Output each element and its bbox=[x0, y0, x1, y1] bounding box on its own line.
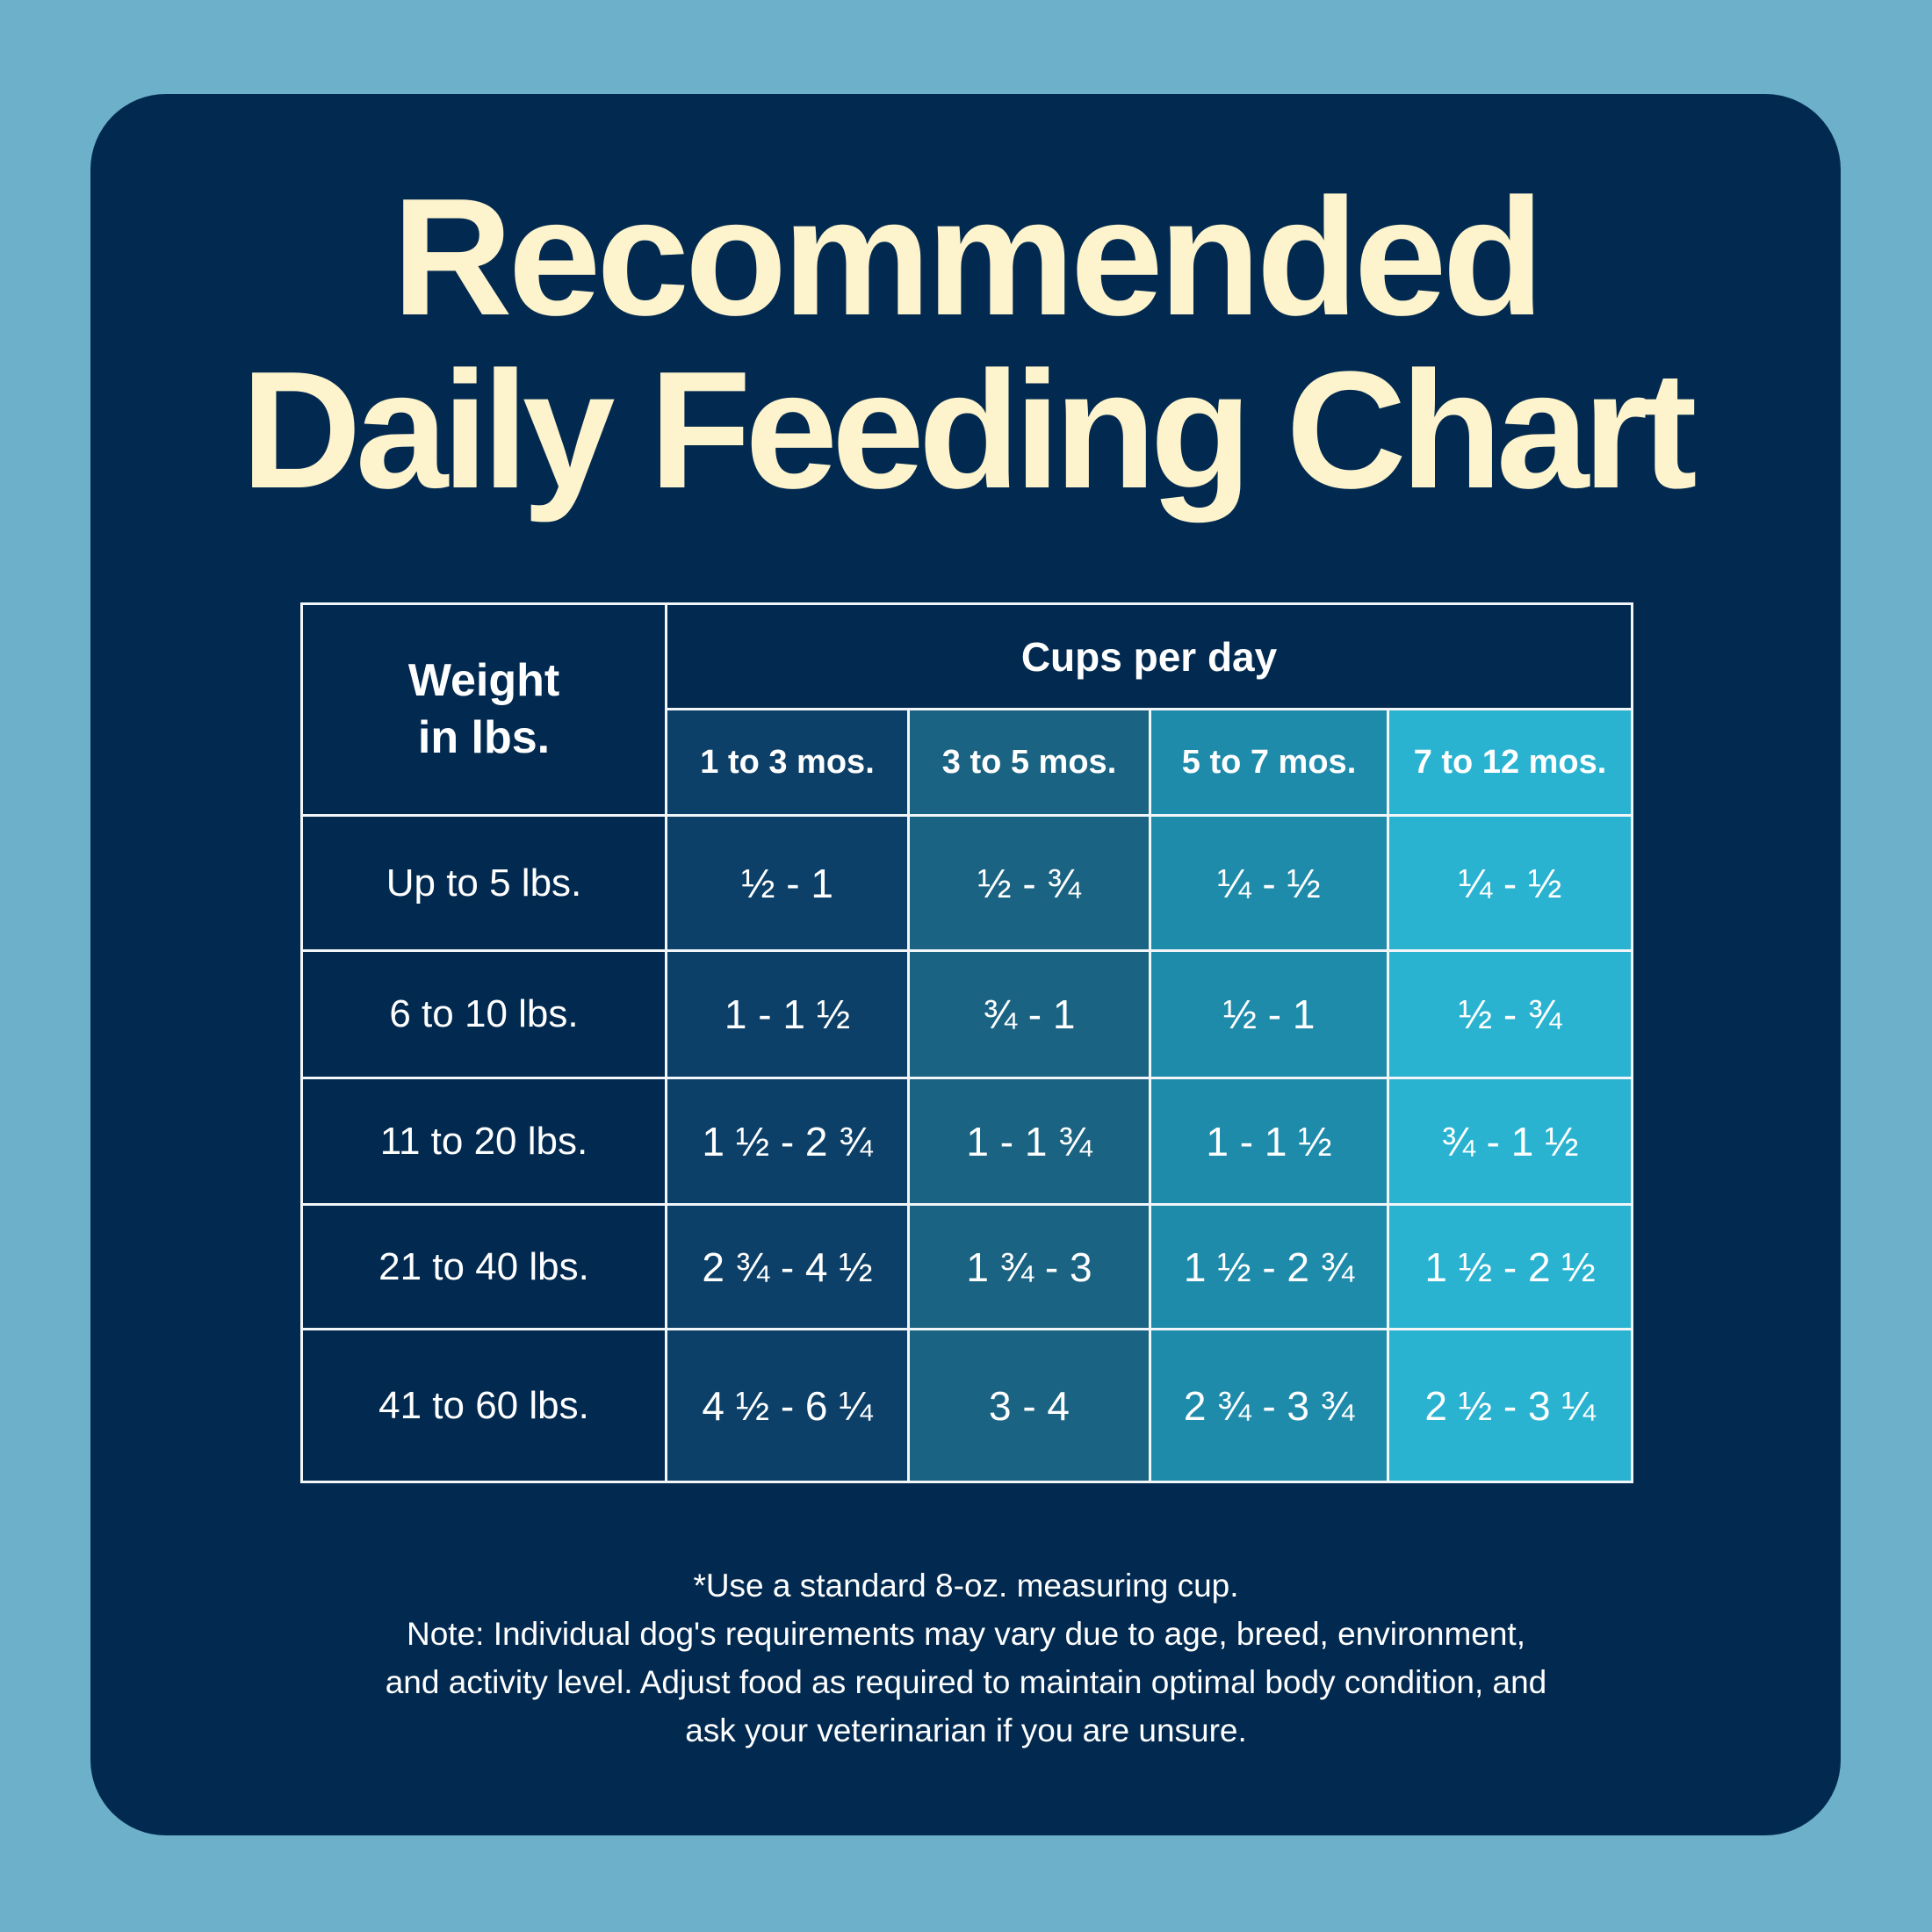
row-label: 6 to 10 lbs. bbox=[300, 949, 667, 1079]
cups-cell: 1 ¾ - 3 bbox=[907, 1203, 1151, 1330]
footnote-line: *Use a standard 8-oz. measuring cup. bbox=[693, 1568, 1239, 1604]
cups-cell: 1 - 1 ½ bbox=[665, 949, 910, 1079]
cups-cell: 1 - 1 ¾ bbox=[907, 1077, 1151, 1206]
title-line-2: Daily Feeding Chart bbox=[241, 337, 1697, 523]
feeding-table: Weight in lbs. Cups per day 1 to 3 mos. … bbox=[300, 602, 1634, 1483]
cups-cell: 4 ½ - 6 ¼ bbox=[665, 1328, 910, 1483]
cups-cell: 2 ¾ - 3 ¾ bbox=[1149, 1328, 1389, 1483]
row-label: 21 to 40 lbs. bbox=[300, 1203, 667, 1330]
footnote-line: and activity level. Adjust food as requi… bbox=[385, 1664, 1547, 1700]
column-header: 1 to 3 mos. bbox=[665, 708, 910, 817]
cups-cell: ¼ - ½ bbox=[1386, 814, 1634, 952]
cups-cell: ¾ - 1 bbox=[907, 949, 1151, 1079]
cups-cell: 3 - 4 bbox=[907, 1328, 1151, 1483]
cups-cell: ½ - 1 bbox=[665, 814, 910, 952]
footnote-line: ask your veterinarian if you are unsure. bbox=[685, 1712, 1247, 1748]
row-label: 41 to 60 lbs. bbox=[300, 1328, 667, 1483]
cups-per-day-header: Cups per day bbox=[664, 602, 1634, 710]
footnote-line: Note: Individual dog's requirements may … bbox=[407, 1616, 1525, 1652]
footnotes: *Use a standard 8-oz. measuring cup. Not… bbox=[0, 1561, 1932, 1755]
cups-cell: 1 ½ - 2 ½ bbox=[1386, 1203, 1634, 1330]
cups-cell: 1 ½ - 2 ¾ bbox=[665, 1077, 910, 1206]
cups-cell: 2 ¾ - 4 ½ bbox=[665, 1203, 910, 1330]
row-label: Up to 5 lbs. bbox=[300, 814, 667, 952]
weight-header: Weight in lbs. bbox=[300, 602, 667, 817]
cups-cell: ½ - 1 bbox=[1149, 949, 1389, 1079]
column-header: 7 to 12 mos. bbox=[1386, 708, 1634, 817]
column-header: 5 to 7 mos. bbox=[1149, 708, 1389, 817]
title-line-1: Recommended bbox=[392, 164, 1544, 350]
cups-cell: ½ - ¾ bbox=[1386, 949, 1634, 1079]
cups-cell: ½ - ¾ bbox=[907, 814, 1151, 952]
cups-cell: ¾ - 1 ½ bbox=[1386, 1077, 1634, 1206]
column-header: 3 to 5 mos. bbox=[907, 708, 1151, 817]
cups-cell: 2 ½ - 3 ¼ bbox=[1386, 1328, 1634, 1483]
cups-cell: 1 ½ - 2 ¾ bbox=[1149, 1203, 1389, 1330]
cups-cell: 1 - 1 ½ bbox=[1149, 1077, 1389, 1206]
row-label: 11 to 20 lbs. bbox=[300, 1077, 667, 1206]
weight-header-text: Weight in lbs. bbox=[407, 655, 560, 763]
cups-cell: ¼ - ½ bbox=[1149, 814, 1389, 952]
